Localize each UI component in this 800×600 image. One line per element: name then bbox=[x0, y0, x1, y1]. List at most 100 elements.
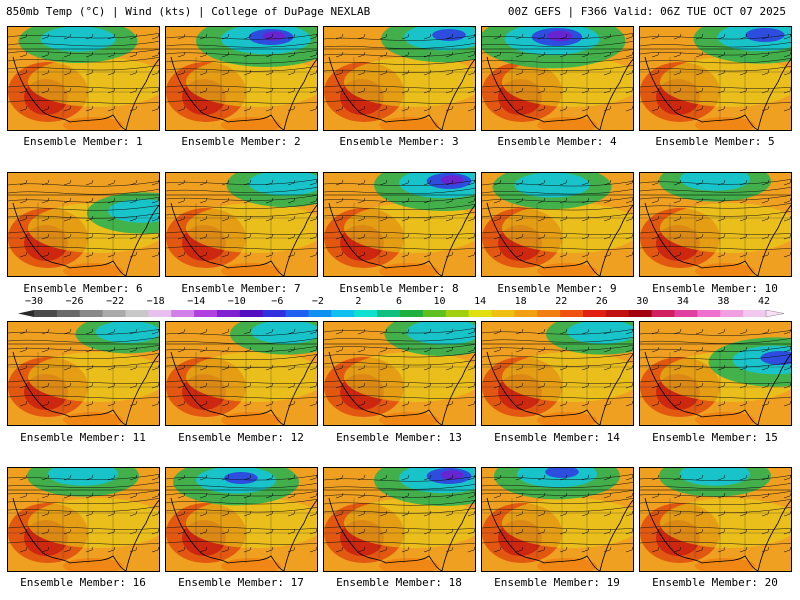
wind-barb bbox=[761, 382, 770, 389]
height-contour bbox=[166, 475, 317, 481]
wind-barb bbox=[129, 546, 138, 553]
state-lines bbox=[511, 352, 588, 417]
wind-barb bbox=[467, 546, 475, 553]
height-contour bbox=[324, 395, 475, 399]
ensemble-member-map bbox=[639, 321, 792, 426]
wind-barb bbox=[19, 233, 28, 240]
wind-barb bbox=[537, 346, 546, 353]
ensemble-member-label: Ensemble Member: 9 bbox=[497, 282, 617, 295]
wind-barb bbox=[243, 87, 252, 94]
wind-barb bbox=[287, 197, 296, 204]
temperature-wind-map bbox=[482, 173, 633, 276]
wind-barb bbox=[19, 87, 28, 94]
wind-barb bbox=[107, 233, 116, 240]
wind-barb bbox=[717, 233, 726, 240]
wind-barb bbox=[85, 51, 94, 58]
wind-barb bbox=[673, 528, 682, 535]
height-contour bbox=[482, 353, 633, 359]
height-contour bbox=[640, 491, 791, 497]
temperature-wind-map bbox=[640, 173, 791, 276]
wind-barb bbox=[493, 328, 502, 335]
colorbar-tick-label: 42 bbox=[757, 296, 771, 307]
wind-barb bbox=[537, 364, 546, 371]
wind-barb bbox=[739, 328, 748, 335]
wind-barb bbox=[151, 492, 159, 499]
wind-barb bbox=[537, 179, 546, 186]
wind-barb bbox=[401, 382, 410, 389]
wind-barb bbox=[445, 87, 454, 94]
colorbar-tick-label: 26 bbox=[595, 296, 608, 307]
wind-barb bbox=[379, 87, 388, 94]
height-contour bbox=[324, 336, 475, 342]
wind-barb bbox=[783, 197, 791, 204]
wind-barb bbox=[287, 251, 296, 258]
east-coast bbox=[599, 499, 633, 571]
state-lines bbox=[166, 217, 317, 239]
wind-barb bbox=[357, 400, 366, 407]
wind-barb bbox=[151, 474, 159, 481]
colorbar-tick-labels: −30 −26 −22 −18 −14 −10 −6 −2 2 6 10 14 18 22 26 30 34 38… bbox=[0, 296, 800, 308]
wind-barb bbox=[41, 51, 50, 58]
wind-barb bbox=[559, 474, 568, 481]
wind-barb bbox=[221, 528, 230, 535]
wind-barb bbox=[625, 400, 633, 407]
wind-barb bbox=[335, 510, 344, 517]
height-contour bbox=[482, 541, 633, 545]
wind-barb bbox=[151, 528, 159, 535]
wind-barb bbox=[177, 51, 186, 58]
wind-barb bbox=[673, 474, 682, 481]
wind-barb bbox=[41, 251, 50, 258]
wind-barb bbox=[651, 179, 660, 186]
colorbar-segment bbox=[674, 310, 698, 317]
colorbar-segment bbox=[651, 310, 675, 317]
wind-barb bbox=[129, 474, 138, 481]
height-contour bbox=[640, 34, 791, 40]
temperature-wind-map bbox=[166, 468, 317, 571]
height-contour bbox=[640, 58, 791, 64]
state-lines bbox=[324, 217, 475, 239]
height-contour bbox=[640, 354, 791, 360]
colorbar-segment bbox=[194, 310, 218, 317]
height-contour bbox=[482, 33, 633, 39]
wind-barb bbox=[559, 69, 568, 76]
wind-barb bbox=[761, 546, 770, 553]
wind-barb bbox=[287, 400, 296, 407]
wind-barb bbox=[423, 197, 432, 204]
wind-barb bbox=[761, 33, 770, 40]
wind-barb bbox=[739, 233, 748, 240]
height-contour bbox=[166, 526, 317, 530]
wind-barb bbox=[445, 215, 454, 222]
wind-barb bbox=[151, 69, 159, 76]
wind-barb bbox=[761, 251, 770, 258]
wind-barb bbox=[625, 215, 633, 222]
wind-barb bbox=[695, 105, 704, 112]
wind-barb bbox=[85, 215, 94, 222]
wind-barb bbox=[423, 105, 432, 112]
wind-barb bbox=[673, 251, 682, 258]
colorbar-segment bbox=[102, 310, 126, 317]
wind-barb bbox=[651, 528, 660, 535]
wind-barb bbox=[41, 382, 50, 389]
state-lines bbox=[482, 512, 633, 534]
wind-barb bbox=[467, 364, 475, 371]
state-lines bbox=[353, 57, 430, 122]
wind-barb bbox=[85, 400, 94, 407]
colorbar-max-arrow bbox=[765, 309, 785, 318]
wind-barb bbox=[739, 197, 748, 204]
wind-barb bbox=[63, 492, 72, 499]
height-contour bbox=[640, 507, 791, 513]
wind-barb bbox=[287, 528, 296, 535]
state-lines bbox=[195, 498, 272, 563]
east-coast bbox=[757, 204, 791, 276]
wind-barb bbox=[63, 233, 72, 240]
colorbar-segment bbox=[377, 310, 401, 317]
wind-barb bbox=[695, 69, 704, 76]
wind-barb bbox=[287, 215, 296, 222]
wind-barb bbox=[357, 328, 366, 335]
wind-barb bbox=[19, 328, 28, 335]
wind-barb bbox=[85, 382, 94, 389]
west-coast bbox=[170, 56, 229, 123]
wind-barb bbox=[379, 346, 388, 353]
ensemble-member-label: Ensemble Member: 6 bbox=[23, 282, 143, 295]
wind-barb bbox=[129, 87, 138, 94]
